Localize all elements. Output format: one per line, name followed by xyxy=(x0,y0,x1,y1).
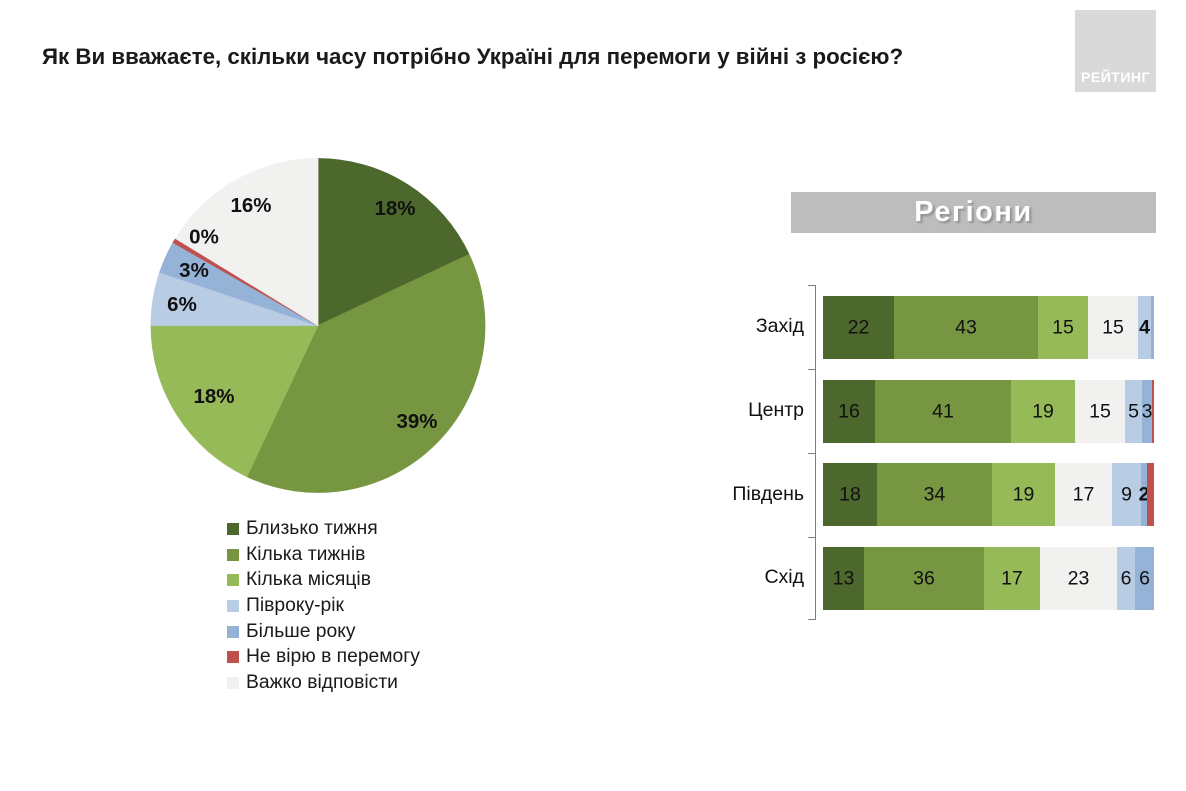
svg-text:18%: 18% xyxy=(193,385,234,408)
svg-text:16%: 16% xyxy=(230,194,271,217)
svg-text:3%: 3% xyxy=(179,259,209,282)
svg-text:39%: 39% xyxy=(396,410,437,433)
svg-text:18%: 18% xyxy=(374,197,415,220)
svg-text:0%: 0% xyxy=(189,226,219,249)
svg-text:6%: 6% xyxy=(167,293,197,316)
